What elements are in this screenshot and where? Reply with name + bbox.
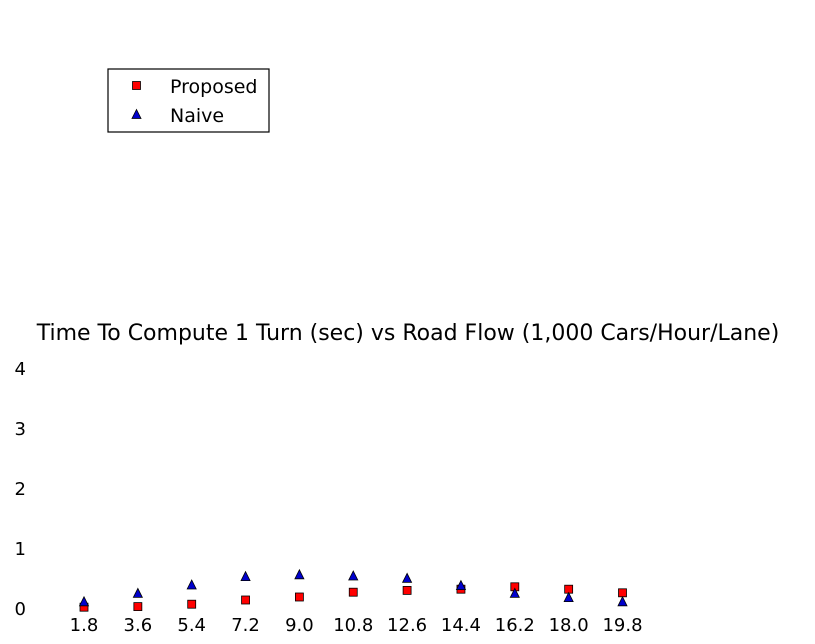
legend-marker-naive [131, 108, 142, 119]
data-point-naive [294, 568, 305, 580]
data-point-proposed [618, 588, 627, 598]
y-tick-label: 0 [15, 599, 26, 620]
data-point-proposed [402, 586, 412, 595]
y-tick-label: 1 [15, 539, 26, 560]
x-tick-label: 18.0 [549, 615, 589, 636]
x-tick-label: 10.8 [333, 615, 373, 636]
data-point-proposed [133, 602, 143, 611]
x-axis-ticks: 1.8 3.6 5.4 7.2 9.0 10.8 12.6 14.4 16.2 18.0 19.8 [70, 615, 643, 636]
y-axis-ticks: 0 1 2 3 4 [15, 359, 26, 620]
data-point-proposed [348, 587, 358, 597]
data-point-naive [401, 572, 413, 583]
data-point-proposed [187, 599, 197, 609]
y-tick-label: 4 [15, 359, 26, 380]
x-tick-label: 16.2 [495, 615, 535, 636]
y-tick-label: 2 [15, 479, 26, 500]
data-point-proposed [294, 592, 304, 602]
data-point-naive [455, 579, 467, 590]
x-tick-label: 5.4 [177, 615, 206, 636]
y-tick-label: 3 [15, 419, 26, 440]
data-points [78, 568, 628, 612]
data-point-naive [563, 591, 574, 602]
data-point-naive [186, 579, 197, 590]
legend-label-naive: Naive [170, 105, 224, 127]
x-tick-label: 3.6 [124, 615, 153, 636]
data-point-proposed [241, 595, 250, 605]
chart-title: Time To Compute 1 Turn (sec) vs Road Flo… [36, 321, 780, 346]
data-point-naive [617, 595, 628, 607]
data-point-naive [78, 595, 90, 607]
legend-label-proposed: Proposed [170, 76, 257, 98]
x-tick-label: 7.2 [231, 615, 260, 636]
legend: Proposed Naive [107, 68, 270, 133]
data-point-naive [509, 587, 520, 598]
x-tick-label: 14.4 [441, 615, 481, 636]
legend-box [107, 68, 270, 133]
data-point-naive [240, 570, 251, 581]
x-tick-label: 1.8 [70, 615, 99, 636]
x-tick-label: 9.0 [285, 615, 314, 636]
legend-marker-proposed [132, 81, 141, 90]
x-tick-label: 19.8 [602, 615, 642, 636]
data-point-naive [132, 587, 143, 598]
data-point-naive [348, 570, 359, 581]
x-tick-label: 12.6 [387, 615, 427, 636]
